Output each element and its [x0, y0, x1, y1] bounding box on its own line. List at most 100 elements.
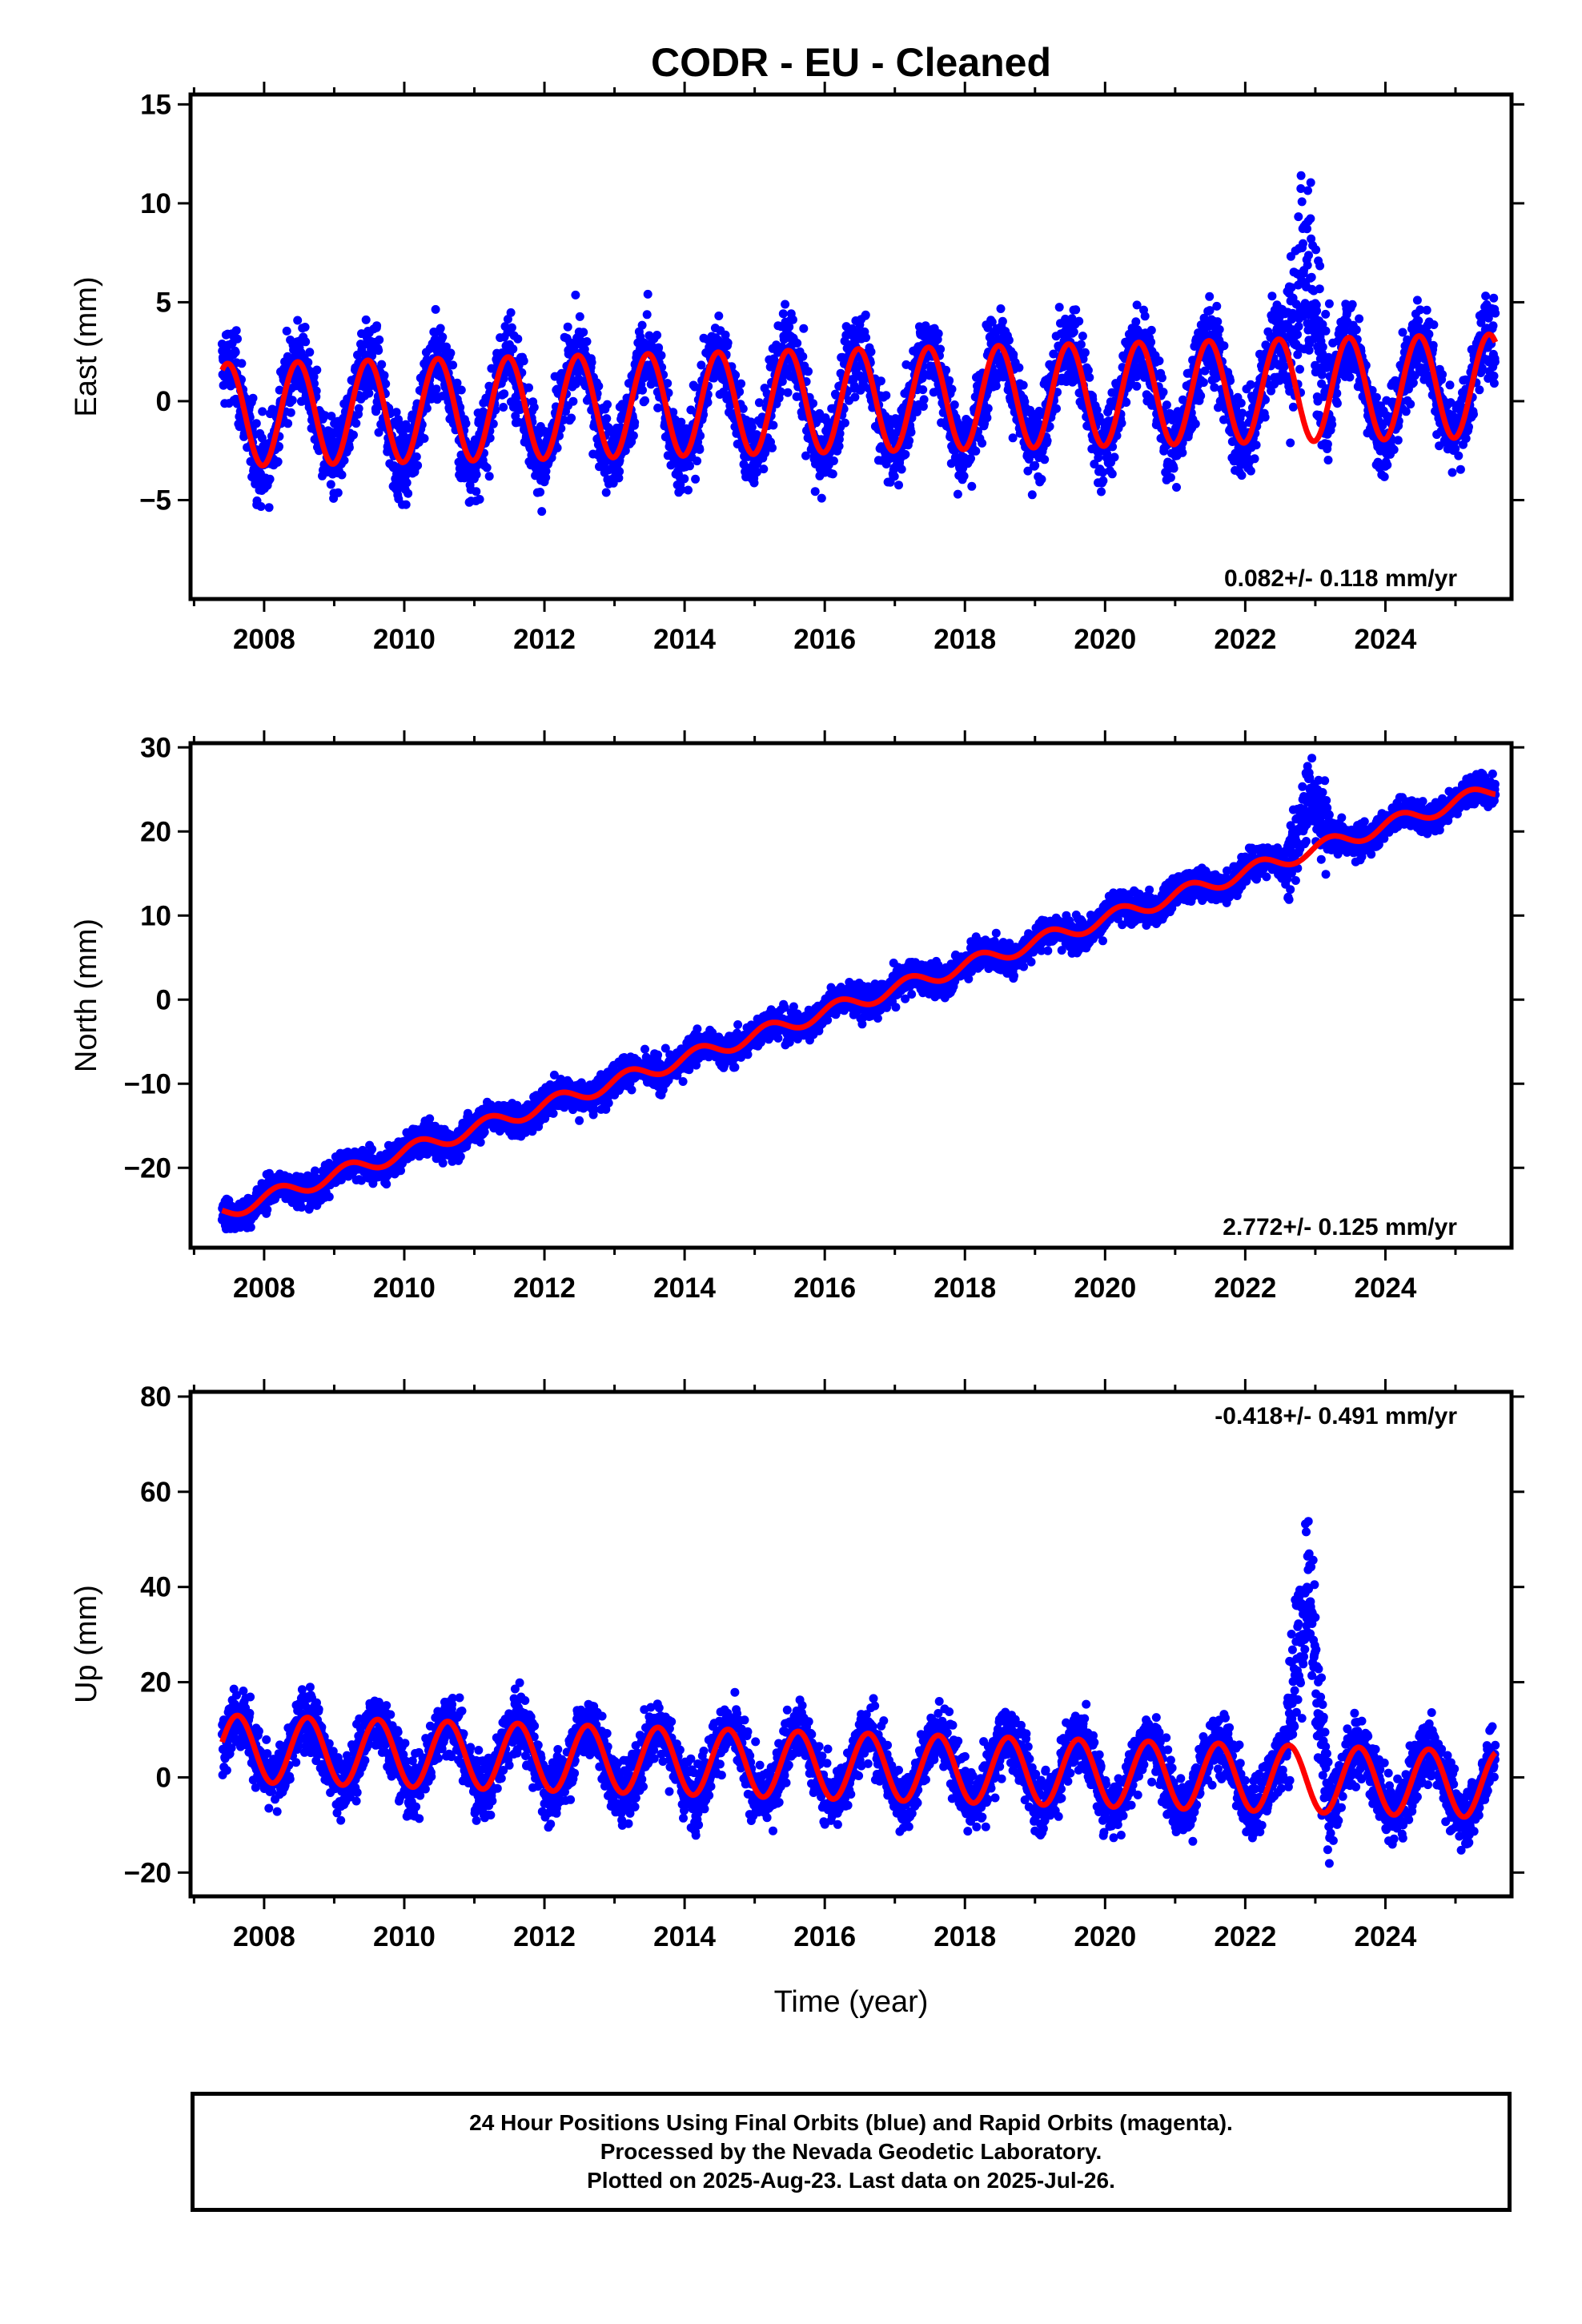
data-point — [1037, 475, 1046, 484]
data-point — [1318, 342, 1327, 352]
data-point — [381, 379, 391, 388]
data-point — [401, 500, 411, 509]
data-point — [1355, 314, 1364, 324]
data-point — [1422, 305, 1431, 315]
data-point — [866, 347, 876, 356]
data-point — [1117, 418, 1126, 428]
data-point — [286, 408, 295, 417]
data-point — [1406, 400, 1415, 409]
data-point — [695, 444, 705, 454]
data-point — [499, 403, 508, 412]
data-point — [402, 478, 412, 488]
panel-north: 2008 2010 2012 2014 2016 2018 2020 2022 2024−20−… — [70, 730, 1524, 1304]
data-point — [485, 433, 495, 443]
data-point — [1178, 448, 1187, 457]
data-point — [506, 308, 516, 317]
data-point — [575, 312, 584, 321]
data-point — [1293, 330, 1302, 340]
data-point — [684, 485, 693, 495]
data-point — [1294, 212, 1303, 222]
data-point — [326, 480, 335, 489]
data-point — [601, 488, 611, 497]
data-point — [703, 398, 713, 407]
data-point — [1140, 312, 1150, 321]
data-point — [1456, 464, 1465, 474]
x-tick-label: 2016 — [793, 624, 856, 655]
data-point — [982, 413, 992, 423]
data-point — [1080, 348, 1090, 357]
data-point — [364, 388, 374, 398]
data-point — [594, 381, 604, 391]
data-point — [1412, 296, 1422, 305]
data-point — [696, 431, 705, 440]
data-point — [1131, 317, 1141, 327]
data-point — [1260, 412, 1270, 422]
data-point — [996, 304, 1006, 313]
data-point — [256, 502, 266, 511]
data-point — [500, 389, 509, 399]
data-point — [283, 419, 293, 428]
data-point — [971, 446, 981, 456]
data-point — [1454, 451, 1464, 460]
data-point — [1286, 438, 1295, 448]
data-point — [375, 335, 384, 344]
data-point — [312, 365, 322, 375]
data-point — [966, 454, 975, 463]
data-point — [1327, 420, 1337, 429]
data-point — [233, 334, 242, 344]
data-point — [1054, 303, 1064, 312]
x-tick-label: 2018 — [934, 624, 996, 655]
data-point — [1205, 292, 1215, 301]
data-point — [1347, 300, 1357, 309]
y-tick-label: 0 — [156, 386, 171, 417]
data-point — [936, 344, 946, 354]
data-point — [881, 391, 891, 400]
data-point — [959, 472, 969, 480]
data-point — [258, 407, 267, 416]
data-point — [1014, 363, 1024, 372]
data-point — [1475, 385, 1484, 395]
data-point — [1311, 245, 1321, 255]
data-point — [828, 469, 837, 479]
data-point — [630, 418, 640, 427]
data-point — [637, 320, 647, 330]
data-point — [275, 385, 284, 395]
data-point — [1294, 322, 1303, 332]
data-point — [1321, 326, 1331, 336]
data-point — [1315, 284, 1324, 294]
data-point — [438, 332, 448, 342]
data-point — [1303, 186, 1312, 195]
data-point — [482, 463, 492, 472]
data-point — [901, 449, 910, 459]
data-point — [374, 428, 383, 437]
data-point — [377, 360, 387, 369]
data-point — [769, 420, 778, 430]
data-point — [793, 339, 802, 348]
data-point — [1345, 372, 1355, 382]
y-tick-label: −5 — [139, 485, 171, 516]
data-point — [840, 418, 849, 428]
data-point — [804, 367, 813, 376]
data-point — [251, 419, 261, 428]
data-point — [1110, 452, 1119, 462]
data-point — [603, 400, 612, 409]
data-point — [541, 466, 551, 476]
data-point — [998, 316, 1007, 326]
data-point — [508, 344, 518, 354]
data-point — [1401, 407, 1411, 416]
data-point — [337, 470, 347, 480]
data-point — [918, 385, 928, 395]
data-point — [320, 411, 330, 420]
data-point — [399, 430, 408, 440]
data-point — [1461, 434, 1471, 443]
data-point — [1490, 357, 1500, 367]
data-point — [571, 290, 580, 300]
data-point — [1288, 402, 1298, 412]
data-point — [282, 326, 291, 336]
series-east-points — [217, 171, 1500, 517]
data-point — [1379, 472, 1389, 481]
data-point — [638, 385, 647, 395]
data-point — [446, 348, 456, 358]
data-point — [1489, 379, 1499, 388]
panels: 2008 2010 2012 2014 2016 2018 2020 2022 2024−505… — [70, 82, 1524, 1952]
